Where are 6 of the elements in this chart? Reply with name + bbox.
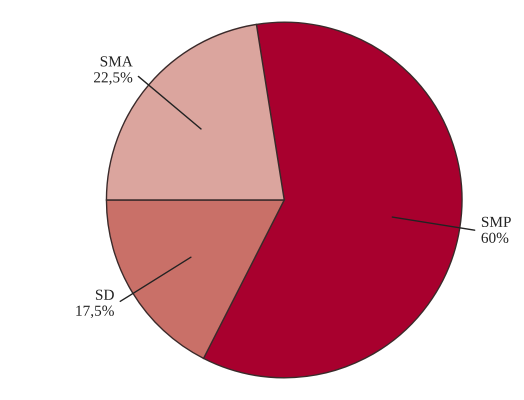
data-label: 22,5% — [94, 72, 132, 85]
slice-label: SD — [96, 290, 114, 300]
data-label: 17,5% — [76, 306, 114, 318]
data-label: 60% — [482, 232, 508, 244]
slice-label: SMP — [482, 216, 511, 227]
slice-label: SMA — [100, 56, 133, 67]
